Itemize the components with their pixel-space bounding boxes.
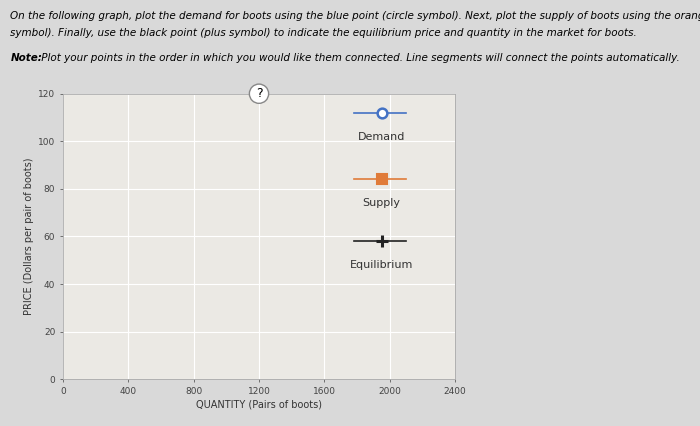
Text: Equilibrium: Equilibrium [350, 260, 413, 270]
Text: On the following graph, plot the demand for boots using the blue point (circle s: On the following graph, plot the demand … [10, 11, 700, 20]
Text: Note:: Note: [10, 53, 43, 63]
Text: symbol). Finally, use the black point (plus symbol) to indicate the equilibrium : symbol). Finally, use the black point (p… [10, 28, 637, 37]
Text: ?: ? [256, 87, 262, 100]
Y-axis label: PRICE (Dollars per pair of boots): PRICE (Dollars per pair of boots) [24, 158, 34, 315]
Text: Demand: Demand [358, 132, 405, 142]
X-axis label: QUANTITY (Pairs of boots): QUANTITY (Pairs of boots) [196, 400, 322, 410]
Text: Supply: Supply [363, 199, 400, 208]
Text: Plot your points in the order in which you would like them connected. Line segme: Plot your points in the order in which y… [38, 53, 680, 63]
